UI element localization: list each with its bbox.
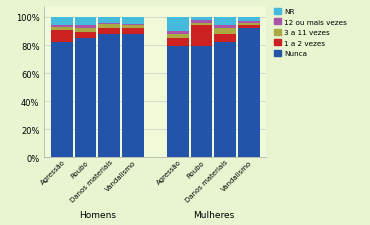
Legend: NR, 12 ou mais vezes, 3 a 11 vezes, 1 a 2 vezes, Nunca: NR, 12 ou mais vezes, 3 a 11 vezes, 1 a … — [272, 7, 348, 58]
Bar — [191, 21, 212, 23]
Bar — [98, 18, 120, 23]
Bar — [51, 43, 73, 157]
Bar — [214, 43, 236, 157]
Bar — [98, 35, 120, 157]
Bar — [167, 18, 189, 32]
Bar — [167, 32, 189, 35]
Bar — [75, 29, 97, 33]
Bar — [51, 30, 73, 43]
Bar — [75, 39, 97, 157]
Bar — [167, 47, 189, 158]
Bar — [191, 47, 212, 158]
Bar — [122, 35, 144, 157]
Bar — [238, 23, 259, 26]
Bar — [98, 23, 120, 25]
Bar — [191, 26, 212, 47]
Bar — [191, 23, 212, 26]
Bar — [75, 26, 97, 29]
Bar — [238, 18, 259, 22]
Bar — [51, 28, 73, 30]
Bar — [122, 29, 144, 35]
Bar — [214, 26, 236, 29]
Bar — [167, 35, 189, 39]
Bar — [214, 35, 236, 43]
Bar — [214, 18, 236, 26]
Bar — [122, 25, 144, 26]
Bar — [238, 26, 259, 29]
Text: Mulheres: Mulheres — [193, 210, 234, 219]
Bar — [98, 29, 120, 35]
Bar — [75, 33, 97, 39]
Bar — [98, 25, 120, 29]
Bar — [167, 39, 189, 47]
Text: Homens: Homens — [79, 210, 116, 219]
Bar — [122, 18, 144, 25]
Bar — [75, 18, 97, 26]
Bar — [191, 18, 212, 21]
Bar — [51, 26, 73, 28]
Bar — [214, 29, 236, 35]
Bar — [238, 29, 259, 158]
Bar — [238, 22, 259, 23]
Bar — [122, 26, 144, 29]
Bar — [51, 18, 73, 26]
